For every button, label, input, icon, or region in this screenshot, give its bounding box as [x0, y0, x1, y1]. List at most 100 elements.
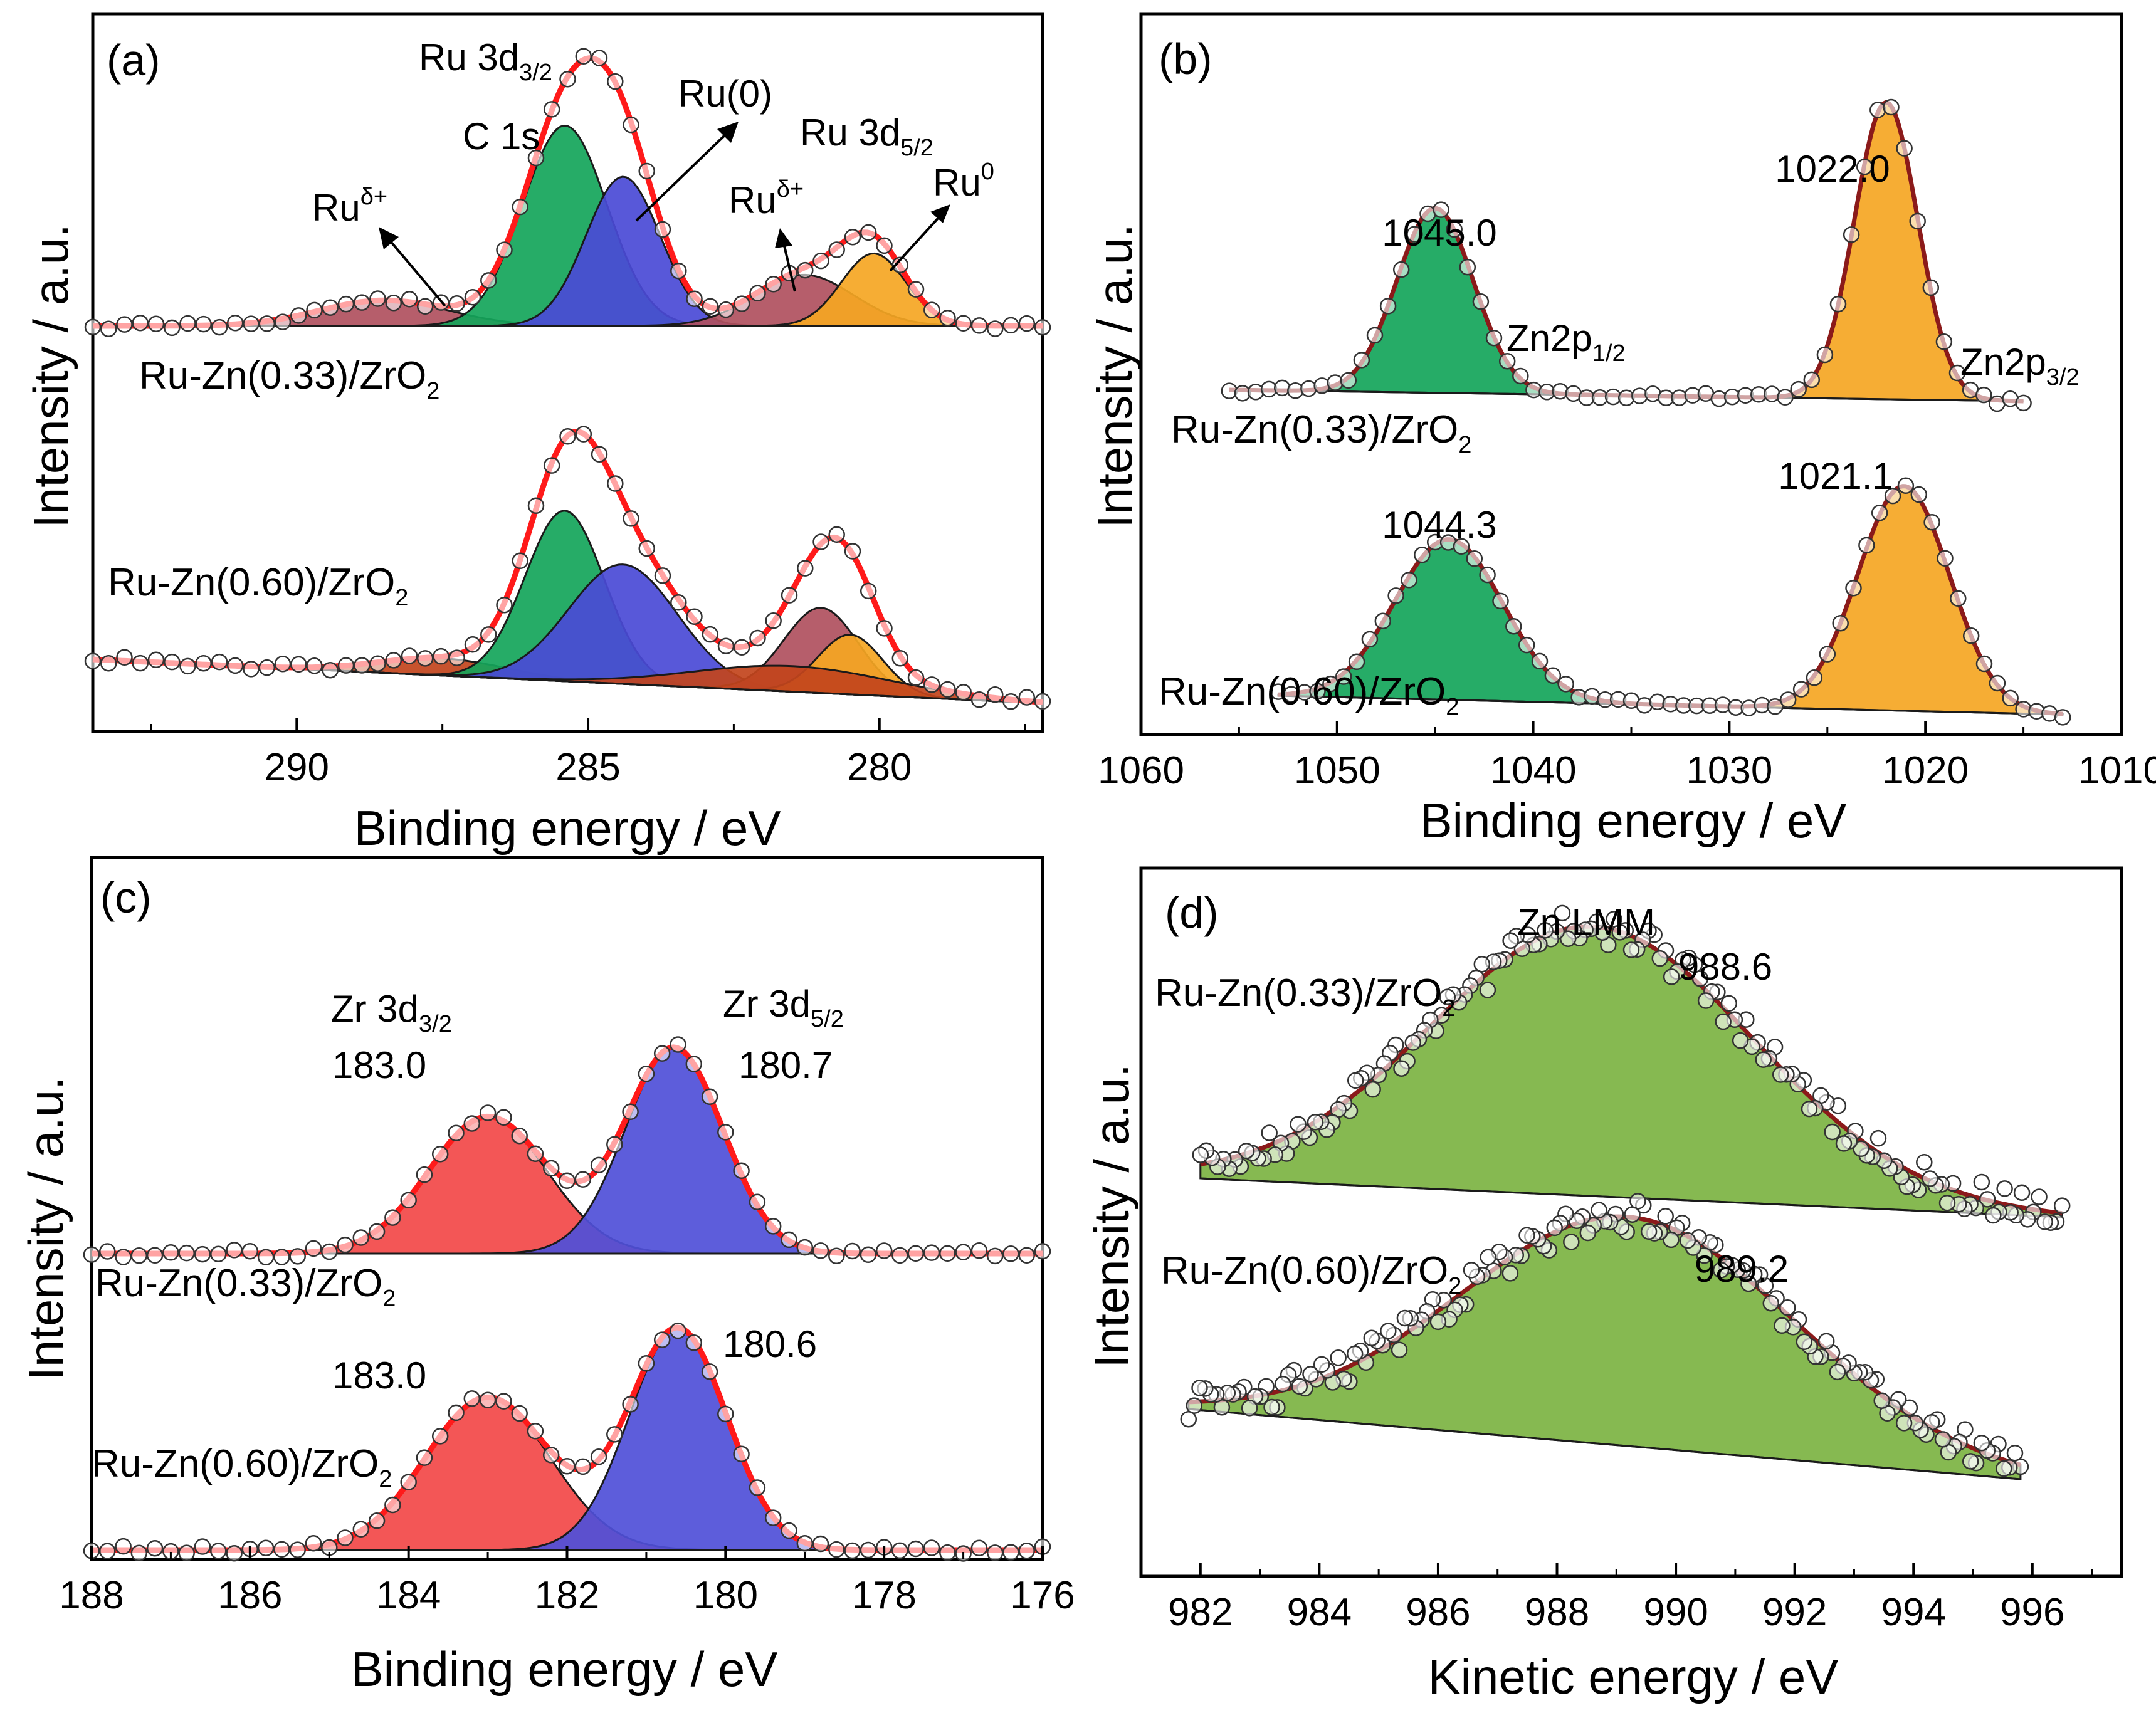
- data-point: [194, 1538, 211, 1555]
- data-point: [1347, 1072, 1364, 1089]
- data-point: [274, 313, 292, 330]
- data-point: [987, 320, 1004, 337]
- data-point: [479, 1104, 497, 1121]
- data-point: [670, 1036, 686, 1053]
- data-point: [1762, 1294, 1780, 1312]
- data-point: [622, 1396, 639, 1413]
- data-point: [970, 1242, 988, 1259]
- tick-label-b-1020: 1020: [1882, 749, 1969, 792]
- data-point: [306, 301, 323, 319]
- data-point: [1897, 477, 1915, 495]
- panel-d-lines: [1180, 904, 2071, 1480]
- data-point: [1640, 1223, 1658, 1240]
- data-point: [322, 299, 339, 316]
- data-point: [1934, 1431, 1952, 1448]
- data-point: [527, 1145, 544, 1162]
- panel-c-sample-2-label: Ru-Zn(0.60)/ZrO2: [92, 1442, 392, 1492]
- data-point: [1858, 537, 1875, 554]
- data-point: [797, 261, 814, 279]
- panel-b-lines: [1221, 98, 2071, 726]
- data-point: [1950, 590, 1967, 607]
- data-point: [875, 1242, 893, 1259]
- data-point: [1829, 295, 1847, 313]
- data-point: [765, 276, 782, 293]
- data-point: [1414, 547, 1431, 563]
- data-point: [986, 1544, 1004, 1561]
- data-point: [226, 1544, 243, 1562]
- annotation-ru0-metal: Ru(0): [678, 73, 772, 115]
- tick-label-d-990: 990: [1643, 1591, 1708, 1634]
- panel-a-label: (a): [107, 36, 160, 85]
- data-point: [178, 1544, 195, 1561]
- data-point: [385, 652, 402, 669]
- data-point: [654, 567, 671, 584]
- data-point: [844, 543, 861, 560]
- panel-c-sample-1-label: Ru-Zn(0.33)/ZrO2: [95, 1262, 396, 1312]
- tick-label-c-176: 176: [1010, 1574, 1075, 1617]
- data-point: [638, 1066, 655, 1082]
- data-point: [1512, 367, 1529, 385]
- data-point: [1962, 1453, 1979, 1470]
- data-point: [1263, 1398, 1280, 1416]
- data-point: [796, 1534, 814, 1552]
- data-point: [1563, 1234, 1580, 1250]
- data-point: [130, 1544, 148, 1562]
- data-point: [717, 301, 735, 318]
- data-point: [844, 1242, 861, 1260]
- data-point: [1241, 1400, 1258, 1417]
- data-point: [591, 446, 608, 463]
- data-point: [1679, 1232, 1696, 1249]
- data-point: [1453, 538, 1470, 555]
- data-point: [83, 1246, 100, 1263]
- data-point: [607, 475, 624, 492]
- data-point: [955, 315, 972, 332]
- data-point: [828, 526, 845, 543]
- data-point: [891, 1542, 908, 1559]
- data-point: [638, 1354, 655, 1372]
- data-point: [1002, 693, 1019, 710]
- data-point: [258, 659, 276, 676]
- peak-label-1044-3: 1044.3: [1382, 504, 1497, 546]
- data-point: [1034, 693, 1051, 710]
- data-point: [273, 1249, 290, 1265]
- data-point: [1505, 618, 1522, 635]
- data-point: [686, 290, 703, 307]
- annotation-ru-delta-2: Ruδ+: [728, 176, 804, 221]
- data-point: [352, 1521, 370, 1538]
- peak-label-1021-1: 1021.1: [1778, 455, 1893, 497]
- data-point: [986, 1247, 1004, 1265]
- tick-label-d-988: 988: [1525, 1591, 1589, 1634]
- data-point: [448, 1124, 465, 1142]
- baseline-d-2: [1188, 1408, 2021, 1480]
- data-point: [765, 612, 782, 629]
- data-point: [1466, 550, 1483, 567]
- data-point: [1829, 1363, 1846, 1381]
- data-point: [1313, 1356, 1330, 1373]
- data-point: [322, 661, 339, 679]
- data-point: [907, 281, 925, 298]
- annotation-zr3d52: Zr 3d5/2: [723, 983, 844, 1032]
- data-point: [828, 241, 845, 258]
- data-point: [970, 317, 988, 334]
- annotation-ru3d52: Ru 3d5/2: [800, 112, 933, 161]
- data-point: [1429, 1313, 1447, 1331]
- data-point: [542, 1447, 560, 1464]
- panel-a-ylabel: Intensity / a.u.: [23, 224, 78, 528]
- data-point: [797, 560, 814, 577]
- panel-a-xlabel: Binding energy / eV: [354, 800, 781, 856]
- data-point: [290, 307, 307, 324]
- data-point: [241, 1243, 259, 1260]
- data-point: [1948, 364, 1966, 382]
- data-point: [1492, 592, 1509, 610]
- data-point: [686, 608, 703, 626]
- data-point: [939, 310, 956, 327]
- panel-a-lines: [84, 48, 1051, 710]
- panel-c-lines: [83, 1036, 1051, 1562]
- data-point: [828, 1247, 845, 1265]
- data-point: [1772, 1066, 1789, 1083]
- data-point: [764, 1218, 782, 1235]
- data-point: [495, 1109, 512, 1126]
- data-point: [733, 639, 750, 656]
- data-point: [1302, 1366, 1319, 1383]
- data-point: [876, 237, 893, 254]
